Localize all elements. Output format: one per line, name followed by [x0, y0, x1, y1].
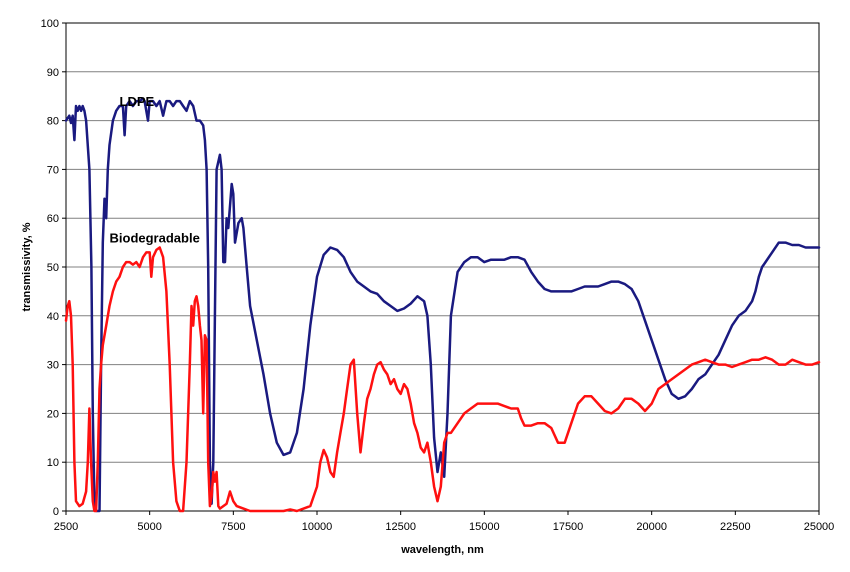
y-tick-label: 20 [47, 408, 59, 420]
x-tick-label: 5000 [137, 521, 161, 533]
series-labels: LDPE Biodegradable [110, 94, 200, 246]
y-tick-label: 0 [53, 506, 59, 518]
x-tick-label: 10000 [302, 521, 333, 533]
y-axis-ticks: 0 10 20 30 40 50 60 70 80 90 100 [41, 18, 66, 518]
series-lines [64, 97, 821, 513]
y-tick-label: 30 [47, 360, 59, 372]
y-tick-label: 80 [47, 116, 59, 128]
series-line-biodegradable [64, 246, 821, 513]
y-tick-label: 100 [41, 18, 59, 30]
series-label-biodegradable: Biodegradable [110, 231, 200, 246]
y-tick-label: 50 [47, 262, 59, 274]
x-tick-label: 15000 [469, 521, 500, 533]
x-tick-label: 20000 [636, 521, 667, 533]
x-tick-label: 7500 [221, 521, 245, 533]
y-tick-label: 70 [47, 164, 59, 176]
x-tick-label: 25000 [804, 521, 835, 533]
x-tick-label: 17500 [553, 521, 584, 533]
y-tick-label: 90 [47, 67, 59, 79]
series-line-ldpe [64, 97, 821, 513]
series-label-ldpe: LDPE [120, 94, 155, 109]
y-tick-label: 10 [47, 457, 59, 469]
x-tick-label: 22500 [720, 521, 751, 533]
y-axis-title: transmissivity, % [21, 222, 33, 311]
x-axis-ticks: 2500 5000 7500 10000 12500 15000 17500 20000 225… [54, 511, 835, 533]
x-tick-label: 12500 [385, 521, 416, 533]
x-tick-label: 2500 [54, 521, 78, 533]
y-tick-label: 60 [47, 213, 59, 225]
x-axis-title: wavelength, nm [400, 544, 484, 556]
y-tick-label: 40 [47, 311, 59, 323]
